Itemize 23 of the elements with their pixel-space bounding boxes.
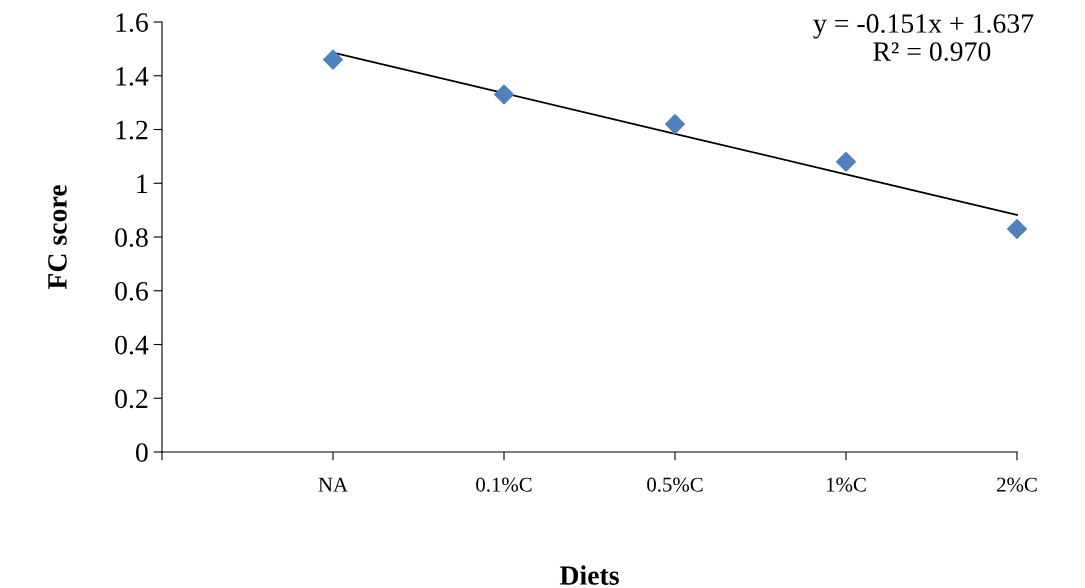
x-tick-label: NA — [318, 477, 348, 492]
y-tick-label: 0.4 — [115, 335, 149, 355]
point — [664, 114, 686, 135]
annotation: y = -0.151x + 1.637 — [813, 14, 1034, 39]
x-tick-label: 1%C — [827, 477, 866, 492]
x-tick-label: 2%C — [997, 477, 1037, 492]
y-tick-label: 0.6 — [115, 281, 148, 301]
annotation: R² = 0.970 — [873, 42, 991, 62]
y-tick-label: 1.2 — [116, 120, 148, 140]
point — [835, 151, 857, 172]
point — [1006, 218, 1028, 239]
y-tick-label: 0.8 — [115, 228, 148, 248]
y-tick-label: 0.2 — [115, 389, 148, 409]
x-axis-title: Diets — [559, 565, 619, 585]
y-tick-label: 1.6 — [116, 13, 148, 33]
point — [322, 49, 344, 70]
x-tick-label: 0.5%C — [647, 477, 703, 492]
y-tick-label: 1 — [137, 174, 148, 193]
y-tick-label: 1.4 — [116, 67, 149, 86]
y-axis-title: FC score — [48, 185, 67, 290]
x-tick-label: 0.1%C — [476, 477, 532, 492]
y-tick-label: 0 — [135, 443, 148, 462]
point — [493, 84, 515, 105]
